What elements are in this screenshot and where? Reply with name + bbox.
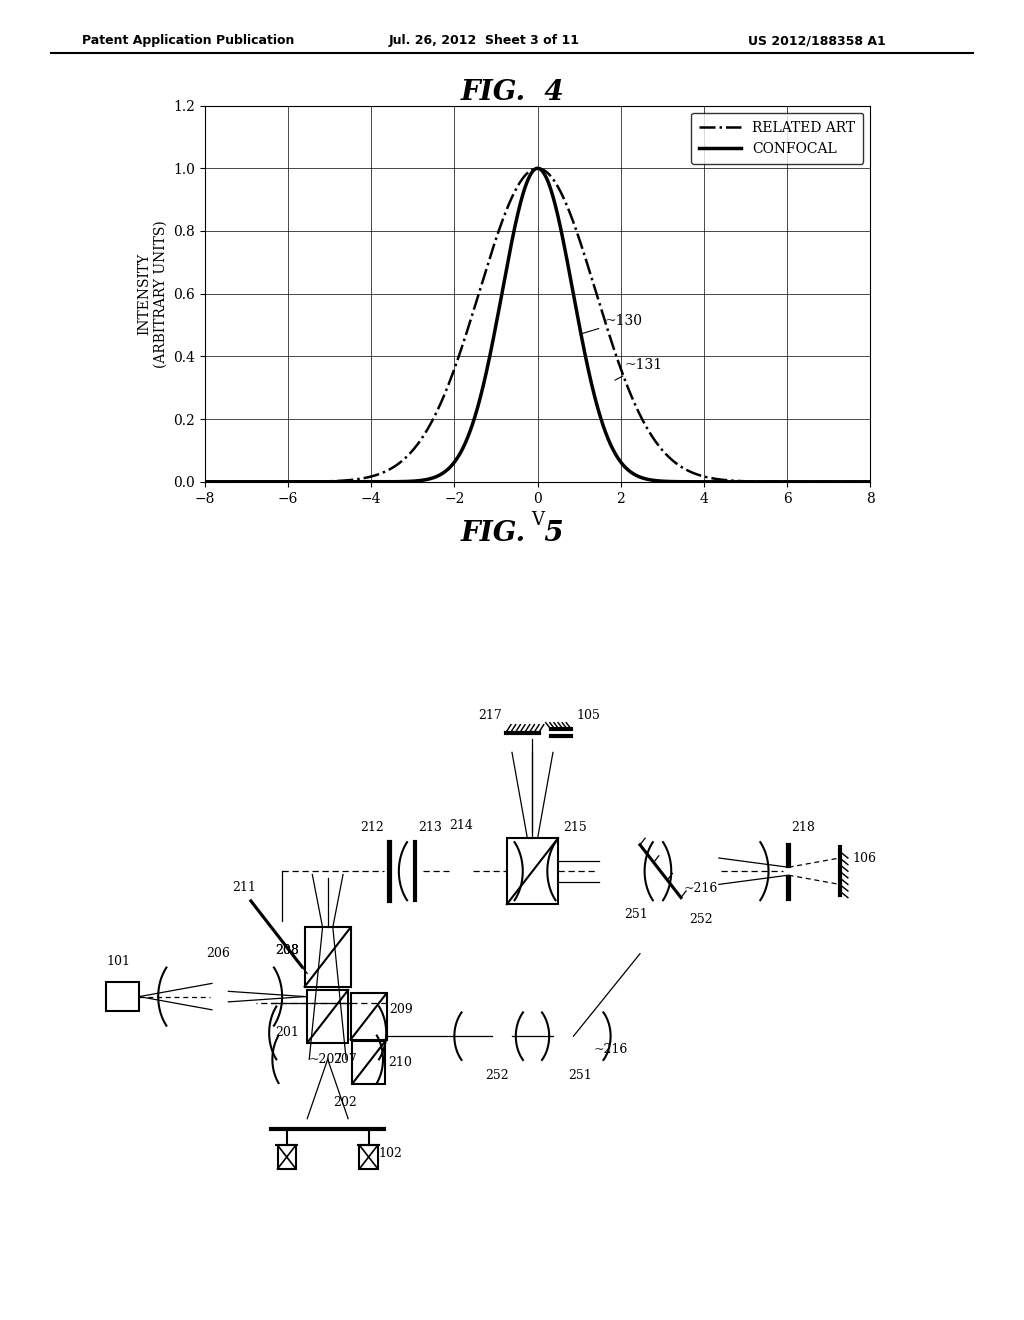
Text: 213: 213 (418, 821, 441, 834)
Y-axis label: INTENSITY
(ARBITRARY UNITS): INTENSITY (ARBITRARY UNITS) (137, 220, 168, 367)
RELATED ART (482, 253, 495, 269)
RELATED ART (851, 474, 863, 490)
Line: CONFOCAL: CONFOCAL (205, 169, 870, 482)
RELATED ART (779, 474, 792, 490)
Text: Patent Application Publication: Patent Application Publication (82, 34, 294, 48)
Text: FIG.  4: FIG. 4 (460, 79, 564, 106)
RELATED ART (199, 474, 211, 490)
Text: 208: 208 (275, 944, 299, 957)
Bar (106, 982, 139, 1011)
Legend: RELATED ART, CONFOCAL: RELATED ART, CONFOCAL (691, 112, 863, 164)
Text: 251: 251 (625, 908, 648, 921)
CONFOCAL (274, 474, 287, 490)
Text: ~207: ~207 (308, 1053, 343, 1067)
CONFOCAL (482, 352, 495, 368)
CONFOCAL (864, 474, 877, 490)
Bar (307, 990, 348, 1043)
CONFOCAL (779, 474, 792, 490)
Text: 214: 214 (449, 818, 473, 832)
RELATED ART (314, 474, 327, 490)
Text: 251: 251 (568, 1069, 592, 1082)
CONFOCAL (851, 474, 863, 490)
Text: 217: 217 (478, 709, 502, 722)
Text: ~130: ~130 (582, 314, 642, 334)
Bar (352, 1041, 385, 1084)
Text: 106: 106 (852, 851, 876, 865)
Text: FIG.  5: FIG. 5 (460, 520, 564, 546)
Text: 105: 105 (577, 709, 600, 722)
Line: RELATED ART: RELATED ART (205, 169, 870, 482)
Text: US 2012/188358 A1: US 2012/188358 A1 (748, 34, 886, 48)
Text: 215: 215 (563, 821, 587, 834)
RELATED ART (454, 345, 466, 360)
Text: 212: 212 (360, 821, 384, 834)
Bar (350, 994, 386, 1040)
Bar (507, 838, 558, 904)
X-axis label: V: V (531, 511, 544, 529)
Text: ~216: ~216 (594, 1043, 629, 1056)
Bar (305, 928, 350, 987)
Text: 210: 210 (388, 1056, 412, 1069)
Text: 201: 201 (275, 1027, 299, 1039)
Text: 209: 209 (389, 1003, 414, 1016)
CONFOCAL (199, 474, 211, 490)
CONFOCAL (314, 474, 327, 490)
CONFOCAL (531, 161, 544, 177)
RELATED ART (274, 474, 287, 490)
Text: 207: 207 (333, 1053, 356, 1067)
Text: 218: 218 (792, 821, 815, 834)
RELATED ART (531, 161, 544, 177)
Text: Jul. 26, 2012  Sheet 3 of 11: Jul. 26, 2012 Sheet 3 of 11 (389, 34, 581, 48)
Text: 208: 208 (275, 944, 299, 957)
RELATED ART (864, 474, 877, 490)
Text: 202: 202 (333, 1096, 356, 1109)
CONFOCAL (454, 446, 466, 462)
Bar (359, 1146, 378, 1170)
Text: 252: 252 (484, 1069, 509, 1082)
Text: 101: 101 (106, 954, 130, 968)
Text: 252: 252 (689, 913, 714, 927)
Bar (278, 1146, 296, 1170)
Text: 211: 211 (231, 882, 256, 895)
Text: 102: 102 (379, 1147, 402, 1159)
Text: ~131: ~131 (615, 358, 664, 380)
Text: 206: 206 (206, 946, 230, 960)
Text: ~216: ~216 (684, 882, 719, 895)
